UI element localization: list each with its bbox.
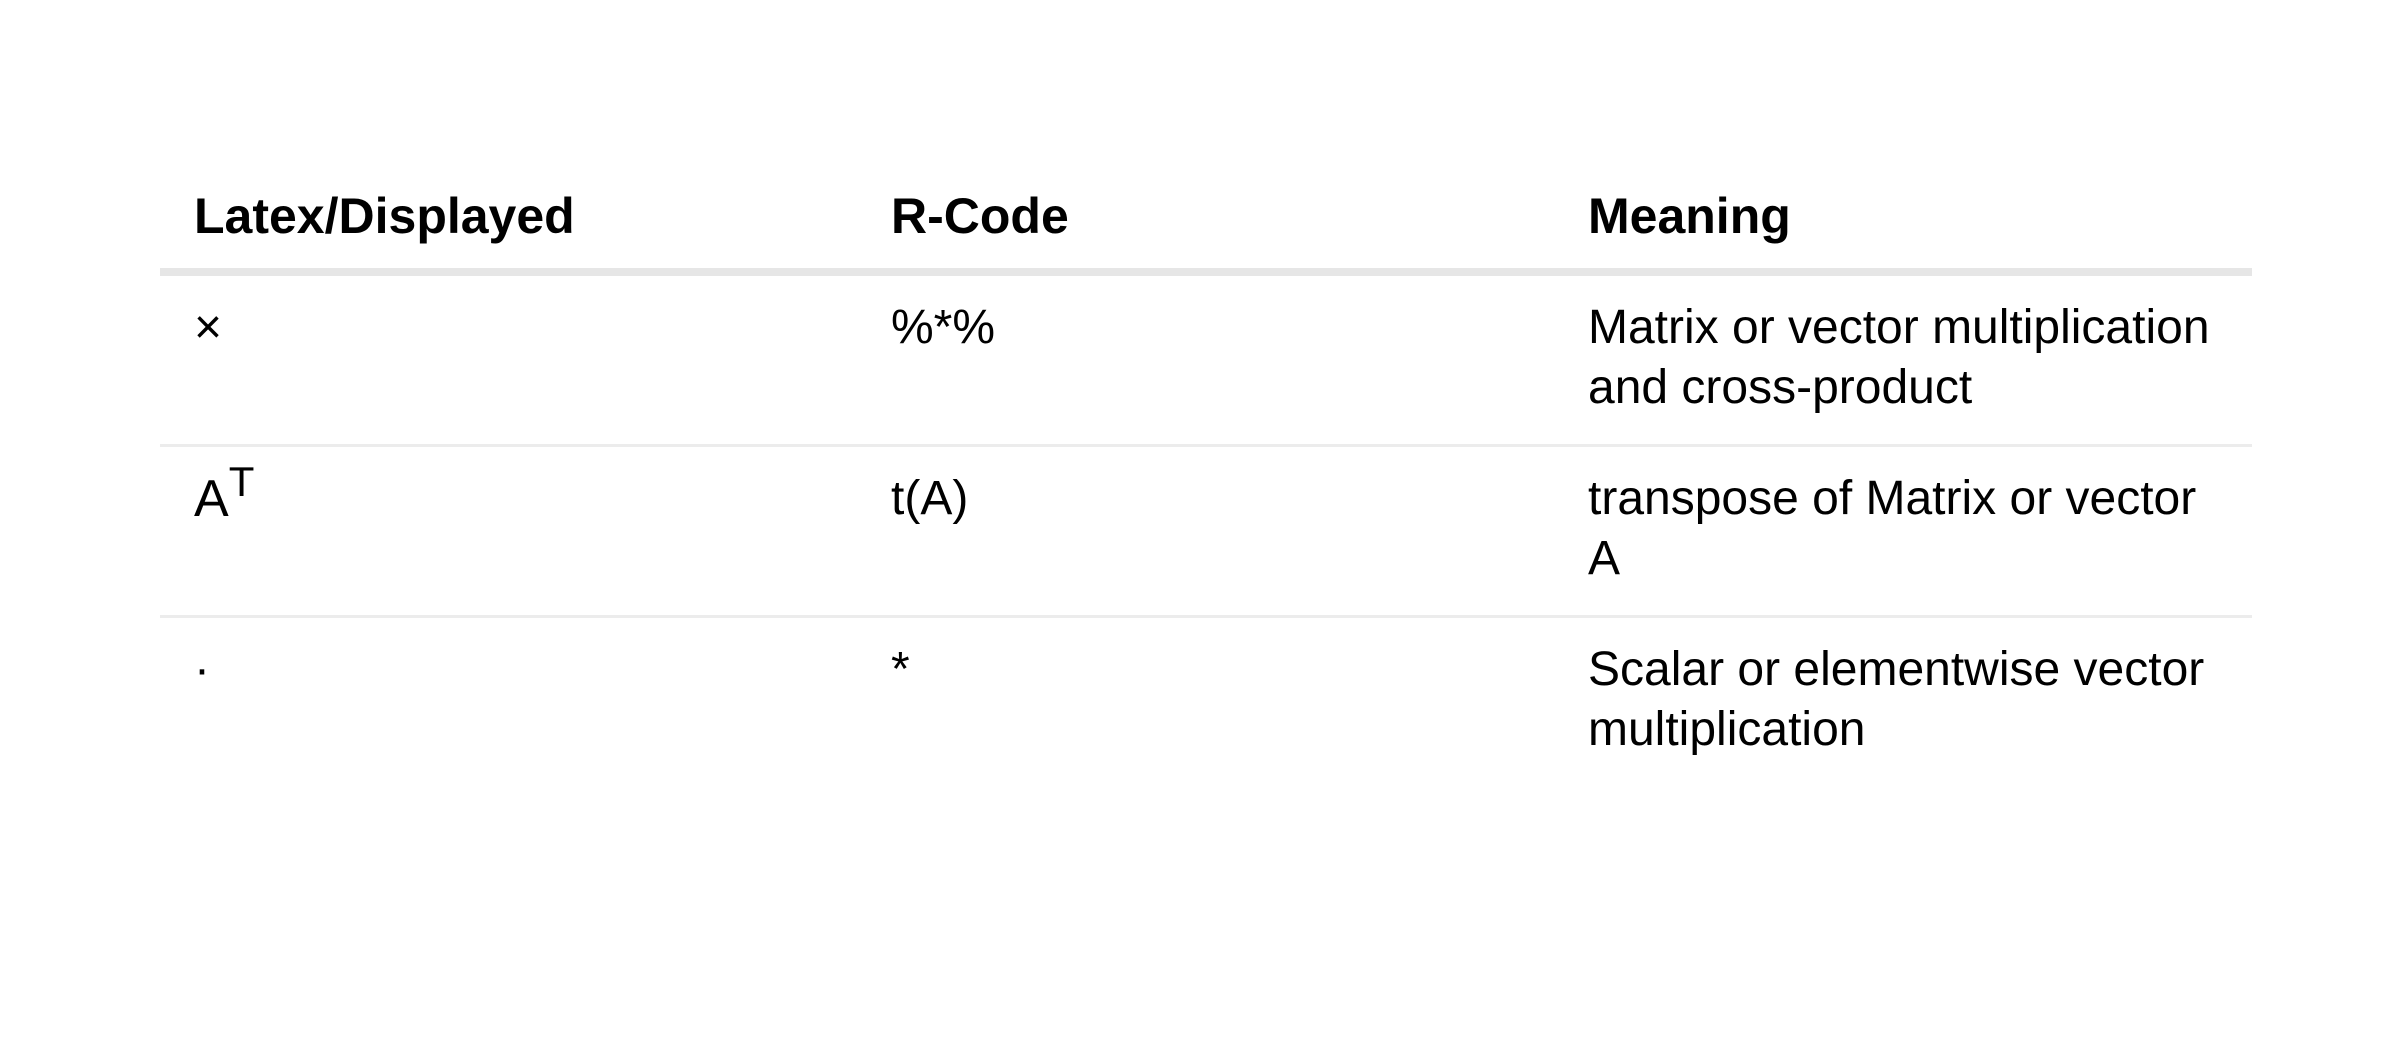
times-symbol: × — [194, 301, 223, 354]
operator-table: Latex/Displayed R-Code Meaning × %*% Mat… — [160, 170, 2252, 786]
cell-displayed: AT — [160, 445, 857, 618]
cell-r-code: %*% — [857, 272, 1554, 447]
dot-symbol: · — [194, 643, 210, 696]
cell-meaning: transpose of Matrix or vector A — [1554, 445, 2252, 618]
cell-r-code: t(A) — [857, 445, 1554, 618]
table-header-row: Latex/Displayed R-Code Meaning — [160, 170, 2252, 276]
table-row: AT t(A) transpose of Matrix or vector A — [160, 445, 2252, 618]
table-row: × %*% Matrix or vector multiplication an… — [160, 272, 2252, 447]
table-row: · * Scalar or elementwise vector multipl… — [160, 617, 2252, 787]
header-r-code: R-Code — [857, 170, 1554, 276]
cell-displayed: × — [160, 272, 857, 447]
header-meaning: Meaning — [1554, 170, 2252, 276]
transpose-superscript: T — [228, 458, 255, 505]
operator-table-container: Latex/Displayed R-Code Meaning × %*% Mat… — [160, 170, 2252, 786]
cell-displayed: · — [160, 617, 857, 787]
cell-r-code: * — [891, 643, 910, 696]
cell-meaning: Scalar or elementwise vector multiplicat… — [1588, 643, 2205, 756]
header-latex-displayed: Latex/Displayed — [160, 170, 857, 276]
transpose-base-symbol: A — [194, 470, 229, 528]
cell-meaning: Matrix or vector multiplication and cros… — [1554, 272, 2252, 447]
